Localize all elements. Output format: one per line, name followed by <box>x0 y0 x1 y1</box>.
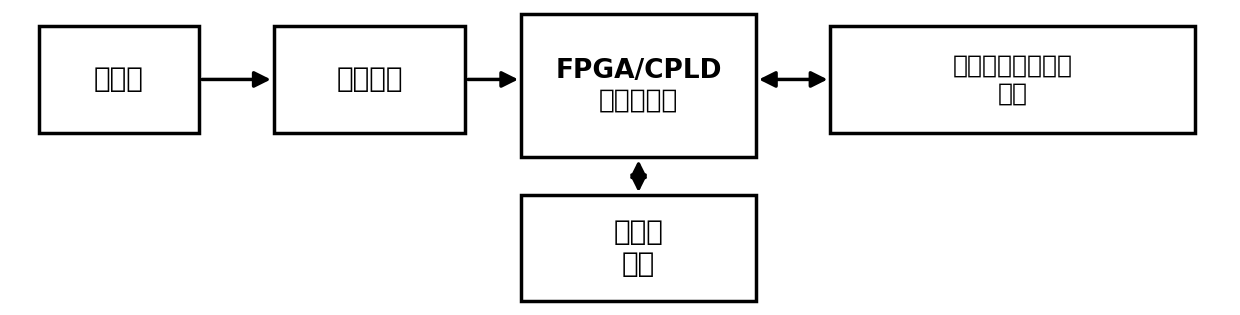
Bar <box>38 26 200 133</box>
Text: 并行易失性存储器
单元: 并行易失性存储器 单元 <box>952 54 1073 105</box>
Text: 处理器
单元: 处理器 单元 <box>614 218 663 278</box>
Text: FPGA/CPLD
控制器单元: FPGA/CPLD 控制器单元 <box>556 58 722 114</box>
Bar <box>274 26 465 133</box>
Bar <box>831 26 1195 133</box>
Bar <box>521 195 756 301</box>
Text: 通信单元: 通信单元 <box>336 66 403 94</box>
Text: 上位机: 上位机 <box>94 66 144 94</box>
Bar <box>521 14 756 158</box>
